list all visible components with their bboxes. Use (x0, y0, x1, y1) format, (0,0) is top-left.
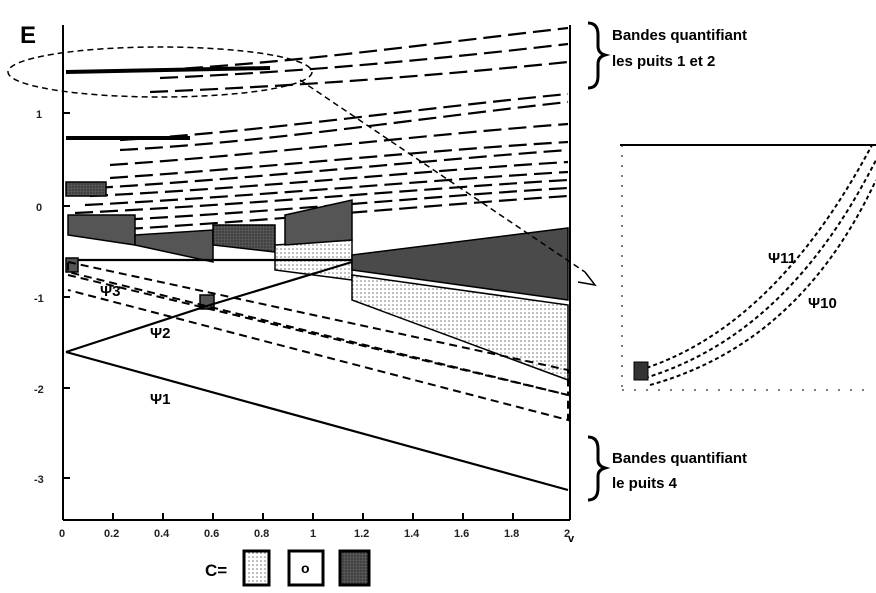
x-tick-label: 1.6 (454, 528, 469, 540)
main-plot (7, 25, 597, 521)
psi1-label: Ψ1 (150, 391, 170, 408)
legend-center-symbol: o (301, 560, 310, 576)
x-tick-label: 1 (310, 528, 316, 540)
zoom-arrow (299, 79, 586, 273)
legend-swatch-empty (287, 549, 325, 587)
x-tick-label: 1.2 (354, 528, 369, 540)
top-annotation-line2: les puits 1 et 2 (612, 53, 715, 70)
bottom-brace (587, 435, 611, 502)
x-tick-label: 2 (564, 528, 570, 540)
y-tick-label: -3 (34, 474, 44, 486)
top-annotation-line1: Bandes quantifiant (612, 27, 747, 44)
legend-swatch-light (242, 549, 271, 587)
x-axis-label: v (568, 533, 575, 545)
psi11-label: Ψ11 (768, 250, 796, 267)
psi2-label: Ψ2 (150, 325, 170, 342)
y-tick-label: -1 (34, 293, 44, 305)
inset-plot (620, 144, 876, 391)
flat-bands (65, 66, 271, 140)
top-brace (587, 21, 611, 90)
y-tick-label: -2 (34, 384, 44, 396)
x-tick-label: 0.2 (104, 528, 119, 540)
x-tick-label: 0.4 (154, 528, 170, 540)
staircase-blocks (65, 181, 569, 382)
psi-lines (65, 258, 569, 492)
zoom-arrow-head (577, 271, 597, 287)
y-tick-label: 1 (36, 109, 42, 121)
psi3-label: Ψ3 (100, 283, 120, 300)
x-tick-label: 1.4 (404, 528, 420, 540)
upper-band-curves (74, 26, 569, 234)
y-tick-label: 0 (36, 202, 42, 214)
highlight-ellipse (7, 46, 313, 98)
x-tick-label: 1.8 (504, 528, 519, 540)
bottom-annotation-line2: le puits 4 (612, 475, 678, 492)
x-tick-label: 0.6 (204, 528, 219, 540)
y-axis-label: E (20, 22, 36, 49)
legend-swatch-dark (338, 549, 371, 587)
legend (242, 549, 371, 587)
psi10-label: Ψ10 (808, 295, 837, 312)
legend-prefix: C= (205, 561, 227, 580)
dashed-parallelogram-bands (67, 260, 569, 422)
x-tick-label: 0 (59, 528, 65, 540)
x-tick-label: 0.8 (254, 528, 269, 540)
bottom-annotation-line1: Bandes quantifiant (612, 450, 747, 467)
